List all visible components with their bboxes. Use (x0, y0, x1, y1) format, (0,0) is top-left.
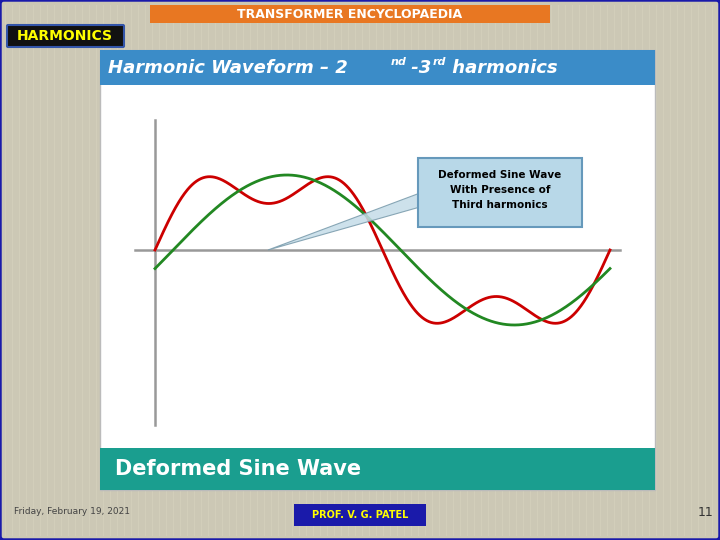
Text: Friday, February 19, 2021: Friday, February 19, 2021 (14, 508, 130, 516)
Polygon shape (268, 193, 420, 250)
FancyBboxPatch shape (7, 25, 124, 47)
Text: 11: 11 (698, 505, 714, 518)
Text: Deformed Sine Wave: Deformed Sine Wave (115, 459, 361, 479)
Text: nd: nd (391, 57, 407, 67)
Text: Harmonic Waveform – 2: Harmonic Waveform – 2 (108, 59, 348, 77)
Text: harmonics: harmonics (446, 59, 557, 77)
FancyBboxPatch shape (294, 504, 426, 526)
Text: TRANSFORMER ENCYCLOPAEDIA: TRANSFORMER ENCYCLOPAEDIA (238, 8, 462, 21)
FancyBboxPatch shape (100, 448, 655, 490)
Text: Deformed Sine Wave: Deformed Sine Wave (438, 170, 562, 180)
FancyBboxPatch shape (418, 158, 582, 227)
Text: -3: -3 (405, 59, 431, 77)
FancyBboxPatch shape (100, 50, 655, 85)
Text: Third harmonics: Third harmonics (452, 200, 548, 210)
Text: HARMONICS: HARMONICS (17, 29, 113, 43)
Text: rd: rd (433, 57, 446, 67)
FancyBboxPatch shape (100, 50, 655, 490)
FancyBboxPatch shape (150, 5, 550, 23)
Text: With Presence of: With Presence of (450, 185, 550, 195)
Text: PROF. V. G. PATEL: PROF. V. G. PATEL (312, 510, 408, 520)
